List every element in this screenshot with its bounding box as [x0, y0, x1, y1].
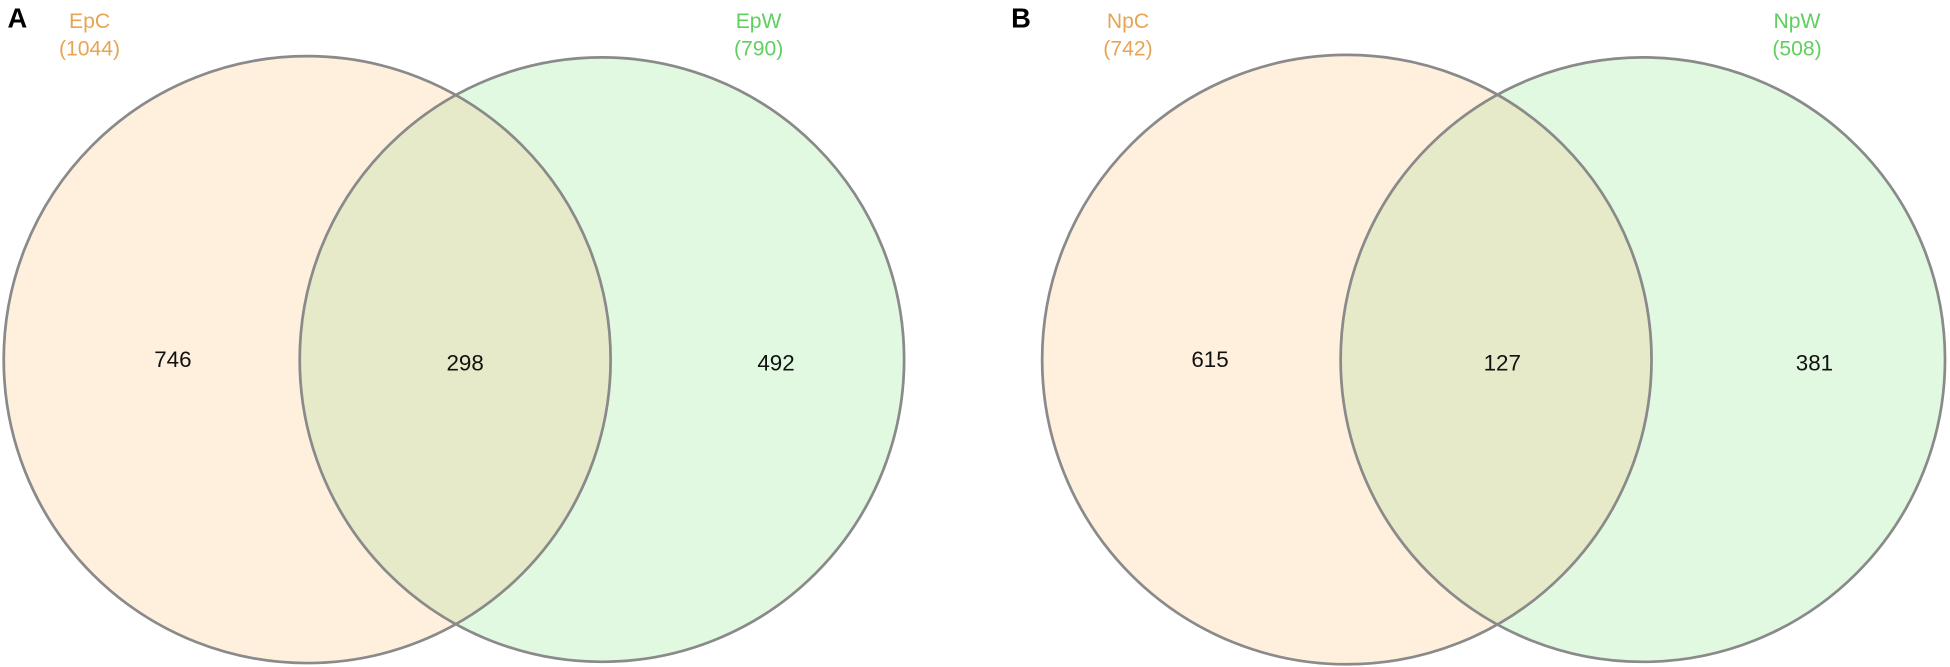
overlap-region — [1340, 57, 1652, 662]
circle-outline — [1040, 53, 1653, 666]
set-name: EpC — [69, 10, 110, 33]
circle-outline — [1339, 56, 1947, 664]
region-count: 746 — [154, 347, 191, 372]
venn-panel: B NpC (742) NpW (508) 615 127 381 — [1011, 2, 1947, 666]
region-count: 615 — [1191, 347, 1228, 372]
set-name: NpW — [1774, 10, 1821, 33]
region-count: 298 — [446, 350, 483, 375]
region-count: 127 — [1484, 350, 1521, 375]
set-name: EpW — [736, 10, 782, 33]
circle-outline — [298, 56, 906, 664]
venn-panel: A EpC (1044) EpW (790) 746 298 492 — [2, 2, 906, 665]
set-count: (790) — [734, 38, 783, 61]
set-name: NpC — [1107, 10, 1149, 33]
region-count: 492 — [757, 350, 794, 375]
set-count: (508) — [1772, 38, 1821, 61]
region-count: 381 — [1796, 350, 1833, 375]
circle-outline — [2, 54, 612, 665]
set-count: (742) — [1103, 38, 1152, 61]
panel-label: B — [1011, 2, 1031, 33]
panel-label: A — [7, 2, 27, 33]
set-count: (1044) — [59, 38, 120, 61]
overlap-region — [299, 57, 611, 662]
